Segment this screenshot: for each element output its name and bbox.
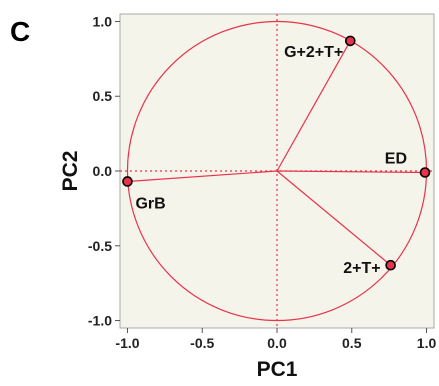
y-tick-label: 1.0 — [93, 13, 113, 29]
panel-label: C — [10, 16, 30, 47]
x-axis-ticks: -1.0 -0.5 0.0 0.5 1.0 — [115, 328, 436, 351]
loading-vector — [127, 170, 278, 183]
x-tick-label: 0.0 — [267, 335, 287, 351]
loading-vectors — [127, 40, 426, 266]
y-tick-label: 0.5 — [93, 88, 113, 104]
y-tick-label: -0.5 — [88, 238, 112, 254]
x-tick-label: -0.5 — [190, 335, 214, 351]
loading-vector — [276, 170, 426, 174]
y-tick-label: -1.0 — [88, 313, 112, 329]
point-labels: G+2+T+ ED GrB 2+T+ — [135, 44, 407, 277]
x-tick-label: 0.5 — [342, 335, 362, 351]
point-label: 2+T+ — [343, 260, 380, 277]
loading-point — [419, 167, 431, 178]
point-label: G+2+T+ — [284, 44, 343, 61]
x-axis-label: PC1 — [257, 358, 298, 381]
point-label: ED — [385, 150, 407, 167]
loading-vector — [276, 170, 392, 266]
y-axis-label: PC2 — [59, 151, 82, 192]
y-tick-label: 0.0 — [93, 163, 113, 179]
loading-vector — [276, 40, 351, 172]
x-tick-label: 1.0 — [417, 335, 437, 351]
loading-point — [122, 176, 133, 187]
y-axis-ticks: 1.0 0.5 0.0 -0.5 -1.0 — [88, 13, 120, 329]
x-tick-label: -1.0 — [115, 335, 139, 351]
loading-point — [385, 259, 396, 271]
point-label: GrB — [135, 195, 165, 212]
loading-points — [122, 35, 431, 271]
loading-point — [344, 35, 356, 47]
